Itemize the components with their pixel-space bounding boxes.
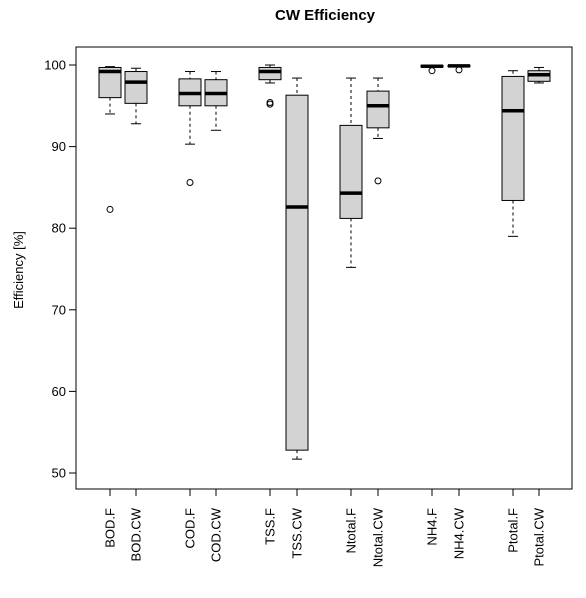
box-cod-f	[178, 71, 202, 187]
outlier-point	[374, 177, 382, 185]
y-axis: 50 60 70 80 90 100	[44, 58, 76, 481]
x-tick-label: COD.CW	[209, 507, 224, 562]
outlier-point	[186, 179, 194, 187]
box-body	[98, 66, 122, 99]
box-ptotal-cw	[527, 66, 551, 84]
outlier-point	[106, 205, 114, 213]
box-ntotal-cw	[366, 77, 390, 185]
box-cod-cw	[204, 71, 228, 131]
y-tick-label: 100	[44, 58, 66, 73]
x-tick-label: BOD.CW	[129, 507, 144, 561]
box-series	[98, 64, 551, 460]
y-tick-label: 80	[52, 221, 66, 236]
x-tick-label: NH4.F	[425, 508, 440, 546]
x-tick-label: Ntotal.F	[344, 508, 359, 554]
x-tick-label: Ptotal.CW	[532, 507, 547, 566]
box-tss-f	[258, 64, 282, 108]
x-tick-label: NH4.CW	[452, 507, 467, 559]
y-tick-label: 60	[52, 384, 66, 399]
box-body	[501, 75, 525, 201]
y-tick-label: 70	[52, 302, 66, 317]
box-ntotal-f	[339, 77, 363, 268]
box-nh4-cw	[447, 64, 471, 74]
box-body	[258, 66, 282, 81]
y-axis-label: Efficiency [%]	[11, 231, 26, 309]
y-tick-label: 50	[52, 466, 66, 481]
box-bod-cw	[124, 67, 148, 125]
box-body	[366, 90, 390, 129]
box-body	[285, 94, 309, 451]
x-tick-label: TSS.CW	[290, 507, 305, 558]
y-tick-label: 90	[52, 139, 66, 154]
box-body	[339, 124, 363, 219]
x-tick-label: TSS.F	[263, 508, 278, 545]
x-tick-label: Ntotal.CW	[371, 507, 386, 567]
box-body	[124, 71, 148, 104]
chart-title: CW Efficiency	[275, 7, 376, 24]
plot-frame	[75, 46, 573, 490]
outlier-point	[428, 67, 436, 75]
box-nh4-f	[420, 64, 444, 75]
box-ptotal-f	[501, 70, 525, 237]
x-tick-label: Ptotal.F	[506, 508, 521, 553]
box-bod-f	[98, 66, 122, 213]
box-tss-cw	[285, 77, 309, 460]
x-tick-label: COD.F	[183, 508, 198, 549]
x-axis: BOD.F BOD.CW COD.F COD.CW TSS.F TSS.CW Ntotal.…	[103, 488, 547, 567]
outlier-point	[266, 100, 274, 108]
outlier-point	[455, 66, 463, 74]
x-tick-label: BOD.F	[103, 508, 118, 548]
